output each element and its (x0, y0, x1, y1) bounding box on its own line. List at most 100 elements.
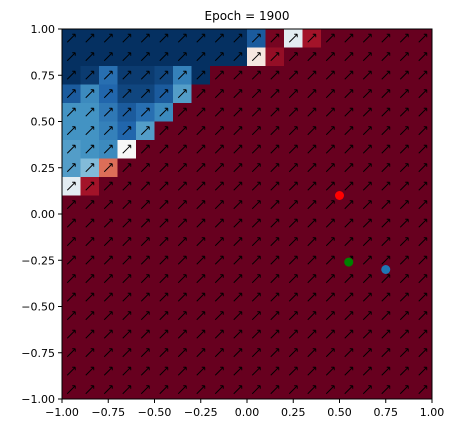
quiver-arrow (85, 274, 95, 284)
quiver-arrow (307, 52, 317, 62)
heatmap-cells (62, 29, 433, 400)
quiver-arrow (159, 181, 169, 191)
quiver-arrow (159, 126, 169, 136)
quiver-arrow (288, 52, 298, 62)
quiver-arrow (251, 385, 261, 395)
quiver-arrow (288, 163, 298, 173)
quiver-arrow (270, 237, 280, 247)
quiver-arrow (362, 237, 372, 247)
quiver-arrow (362, 274, 372, 284)
quiver-arrow (159, 366, 169, 376)
quiver-arrow (344, 144, 354, 154)
quiver-arrow (85, 385, 95, 395)
quiver-arrow (103, 329, 113, 339)
y-tick-label: −0.75 (21, 347, 55, 360)
quiver-arrow (233, 144, 243, 154)
quiver-arrow (344, 348, 354, 358)
quiver-arrow (122, 163, 132, 173)
quiver-arrow (177, 237, 187, 247)
scatter-point (381, 265, 391, 274)
quiver-arrow (381, 274, 391, 284)
quiver-arrow (233, 329, 243, 339)
quiver-arrow (270, 89, 280, 99)
quiver-arrow (418, 274, 428, 284)
quiver-arrow (85, 366, 95, 376)
quiver-arrow (66, 52, 76, 62)
quiver-arrow (214, 70, 224, 80)
quiver-arrow (196, 33, 206, 43)
quiver-arrow (233, 292, 243, 302)
quiver-arrow (362, 255, 372, 265)
quiver-arrow (251, 107, 261, 117)
scatter-points (335, 191, 391, 274)
quiver-arrow (325, 89, 335, 99)
quiver-arrow (177, 366, 187, 376)
quiver-arrow (399, 107, 409, 117)
quiver-arrow (159, 311, 169, 321)
quiver-arrow (214, 181, 224, 191)
quiver-arrow (325, 181, 335, 191)
quiver-arrow (362, 70, 372, 80)
quiver-arrow (344, 237, 354, 247)
quiver-arrow (122, 366, 132, 376)
quiver-arrow (251, 311, 261, 321)
quiver-arrow (140, 255, 150, 265)
quiver-arrow (159, 70, 169, 80)
quiver-arrow (177, 200, 187, 210)
x-tick-label: −0.50 (138, 406, 172, 419)
quiver-arrow (196, 52, 206, 62)
quiver-arrow (270, 348, 280, 358)
quiver-arrow (362, 218, 372, 228)
quiver-arrow (103, 107, 113, 117)
quiver-arrow (288, 89, 298, 99)
quiver-arrow (66, 311, 76, 321)
quiver-arrow (288, 385, 298, 395)
quiver-arrow (140, 348, 150, 358)
quiver-arrow (122, 329, 132, 339)
quiver-arrow (233, 237, 243, 247)
quiver-arrow (270, 274, 280, 284)
quiver-arrow (85, 163, 95, 173)
quiver-arrow (325, 200, 335, 210)
quiver-arrow (344, 366, 354, 376)
quiver-arrow (381, 181, 391, 191)
quiver-arrow (251, 200, 261, 210)
quiver-arrow (307, 348, 317, 358)
x-tick-label: 0.25 (281, 406, 306, 419)
quiver-arrow (140, 200, 150, 210)
quiver-arrow (214, 89, 224, 99)
quiver-arrow (177, 292, 187, 302)
quiver-arrow (325, 311, 335, 321)
quiver-arrow (399, 200, 409, 210)
quiver-arrow (103, 366, 113, 376)
quiver-arrow (85, 33, 95, 43)
quiver-arrow (288, 181, 298, 191)
quiver-arrow (251, 255, 261, 265)
quiver-arrow (196, 237, 206, 247)
quiver-arrow (307, 126, 317, 136)
quiver-arrow (381, 70, 391, 80)
quiver-arrow (103, 33, 113, 43)
quiver-arrow (85, 218, 95, 228)
quiver-arrow (381, 255, 391, 265)
quiver-arrow (233, 89, 243, 99)
quiver-arrow (177, 89, 187, 99)
quiver-arrows (66, 33, 428, 395)
quiver-arrow (140, 218, 150, 228)
quiver-arrow (362, 144, 372, 154)
quiver-arrow (288, 107, 298, 117)
quiver-arrow (288, 200, 298, 210)
quiver-arrow (288, 366, 298, 376)
quiver-arrow (85, 181, 95, 191)
quiver-arrow (270, 144, 280, 154)
quiver-arrow (196, 163, 206, 173)
quiver-arrow (122, 107, 132, 117)
quiver-arrow (122, 311, 132, 321)
quiver-arrow (381, 33, 391, 43)
quiver-arrow (362, 311, 372, 321)
quiver-arrow (344, 218, 354, 228)
quiver-arrow (103, 274, 113, 284)
quiver-arrow (140, 52, 150, 62)
quiver-arrow (103, 144, 113, 154)
quiver-arrow (214, 144, 224, 154)
